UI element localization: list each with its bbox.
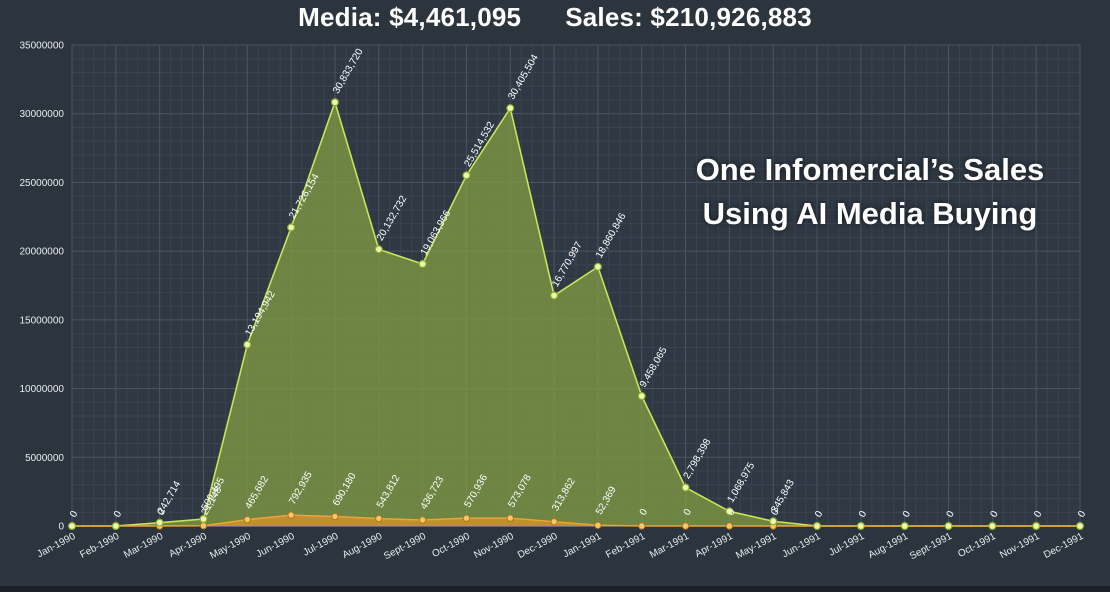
y-tick-label: 20000000 — [20, 247, 65, 258]
sales-point — [330, 98, 339, 107]
sales-point — [944, 521, 953, 530]
media-point — [681, 522, 690, 530]
sales-point — [769, 517, 778, 526]
sales-total: Sales: $210,926,883 — [565, 2, 812, 32]
sales-point — [155, 518, 164, 527]
sales-data-label: 0 — [813, 509, 826, 520]
y-tick-label: 10000000 — [20, 384, 65, 395]
x-tick-label: May-1991 — [734, 531, 779, 562]
sales-point — [462, 171, 471, 180]
sales-data-label: 0 — [1076, 509, 1089, 520]
sales-point — [418, 260, 427, 269]
sales-area — [72, 102, 1080, 526]
x-tick-label: Oct-1990 — [430, 531, 472, 560]
sales-data-label: 0 — [857, 509, 870, 520]
x-tick-label: Nov-1991 — [998, 531, 1042, 561]
media-point — [506, 514, 514, 522]
media-total: Media: $4,461,095 — [298, 2, 522, 32]
media-point — [550, 517, 558, 526]
media-point — [638, 522, 646, 530]
media-point — [331, 512, 339, 521]
x-tick-label: Nov-1990 — [472, 531, 516, 561]
media-data-label: 0 — [725, 507, 738, 518]
media-point — [199, 522, 208, 530]
sales-data-label: 0 — [1032, 509, 1045, 520]
media-point — [594, 521, 602, 529]
x-tick-label: Jun-1991 — [780, 531, 822, 560]
y-tick-label: 15000000 — [20, 315, 65, 326]
media-point — [243, 515, 252, 524]
media-data-label: 0 — [769, 507, 782, 518]
sales-point — [637, 392, 646, 401]
x-tick-label: Aug-1991 — [867, 531, 911, 561]
x-tick-label: May-1990 — [208, 531, 253, 562]
callout-line-2: Using AI Media Buying — [702, 196, 1038, 231]
y-tick-label: 0 — [58, 522, 64, 533]
x-tick-label: Aug-1990 — [341, 531, 385, 561]
sales-data-label: 0 — [945, 509, 958, 520]
chart-callout: One Infomercial’s Sales Using AI Media B… — [660, 148, 1080, 236]
media-data-label: 0 — [638, 507, 651, 518]
x-tick-label: Jul-1991 — [827, 531, 866, 559]
media-point — [287, 511, 295, 519]
y-tick-label: 30000000 — [20, 109, 65, 120]
bottom-strip — [0, 586, 1110, 592]
sales-data-label: 0 — [901, 509, 914, 520]
sales-point — [287, 223, 296, 232]
x-tick-label: Oct-1991 — [956, 531, 998, 560]
media-point — [462, 514, 471, 522]
sales-point — [1075, 521, 1084, 530]
sales-point — [900, 521, 909, 530]
x-tick-label: Sept-1991 — [908, 531, 954, 563]
y-tick-label: 5000000 — [25, 453, 64, 464]
y-tick-label: 35000000 — [20, 41, 65, 52]
sales-point — [725, 507, 734, 516]
media-point — [418, 516, 427, 524]
media-point — [725, 522, 734, 530]
y-tick-label: 25000000 — [20, 178, 65, 189]
sales-data-label: 0 — [68, 509, 81, 520]
sales-point — [550, 291, 559, 300]
x-tick-label: Mar-1990 — [122, 531, 165, 561]
x-tick-label: Sept-1990 — [382, 531, 428, 563]
sales-data-label: 0 — [988, 509, 1001, 520]
sales-point — [681, 483, 690, 492]
x-tick-label: Dec-1991 — [1042, 531, 1086, 561]
x-tick-label: Feb-1991 — [604, 531, 647, 561]
sales-point — [988, 521, 997, 530]
x-tick-label: Jan-1990 — [35, 531, 77, 560]
chart-header: Media: $4,461,095 Sales: $210,926,883 — [0, 2, 1110, 36]
x-tick-label: Mar-1991 — [648, 531, 691, 561]
media-data-label: 0 — [682, 507, 695, 518]
media-area — [72, 515, 1080, 526]
sales-point — [506, 104, 515, 113]
x-tick-label: Feb-1990 — [78, 531, 121, 561]
media-line — [72, 514, 1080, 527]
sales-point — [67, 521, 76, 530]
sales-point — [593, 262, 602, 271]
x-tick-label: Apr-1991 — [693, 531, 735, 560]
x-tick-label: Jul-1990 — [301, 531, 340, 559]
sales-point — [1032, 521, 1041, 530]
media-data-label: 0 — [156, 507, 169, 518]
x-tick-label: Dec-1990 — [516, 531, 560, 561]
sales-point — [199, 514, 208, 523]
x-tick-label: Apr-1990 — [167, 531, 209, 560]
x-tick-label: Jun-1990 — [255, 531, 297, 560]
sales-point — [243, 340, 252, 349]
sales-point — [374, 245, 383, 254]
sales-point — [813, 521, 822, 530]
sales-point — [111, 521, 120, 530]
sales-data-label: 0 — [112, 509, 125, 520]
x-tick-label: Jan-1991 — [561, 531, 603, 560]
callout-line-1: One Infomercial’s Sales — [695, 152, 1045, 187]
media-point — [375, 514, 383, 523]
sales-point — [856, 521, 865, 530]
